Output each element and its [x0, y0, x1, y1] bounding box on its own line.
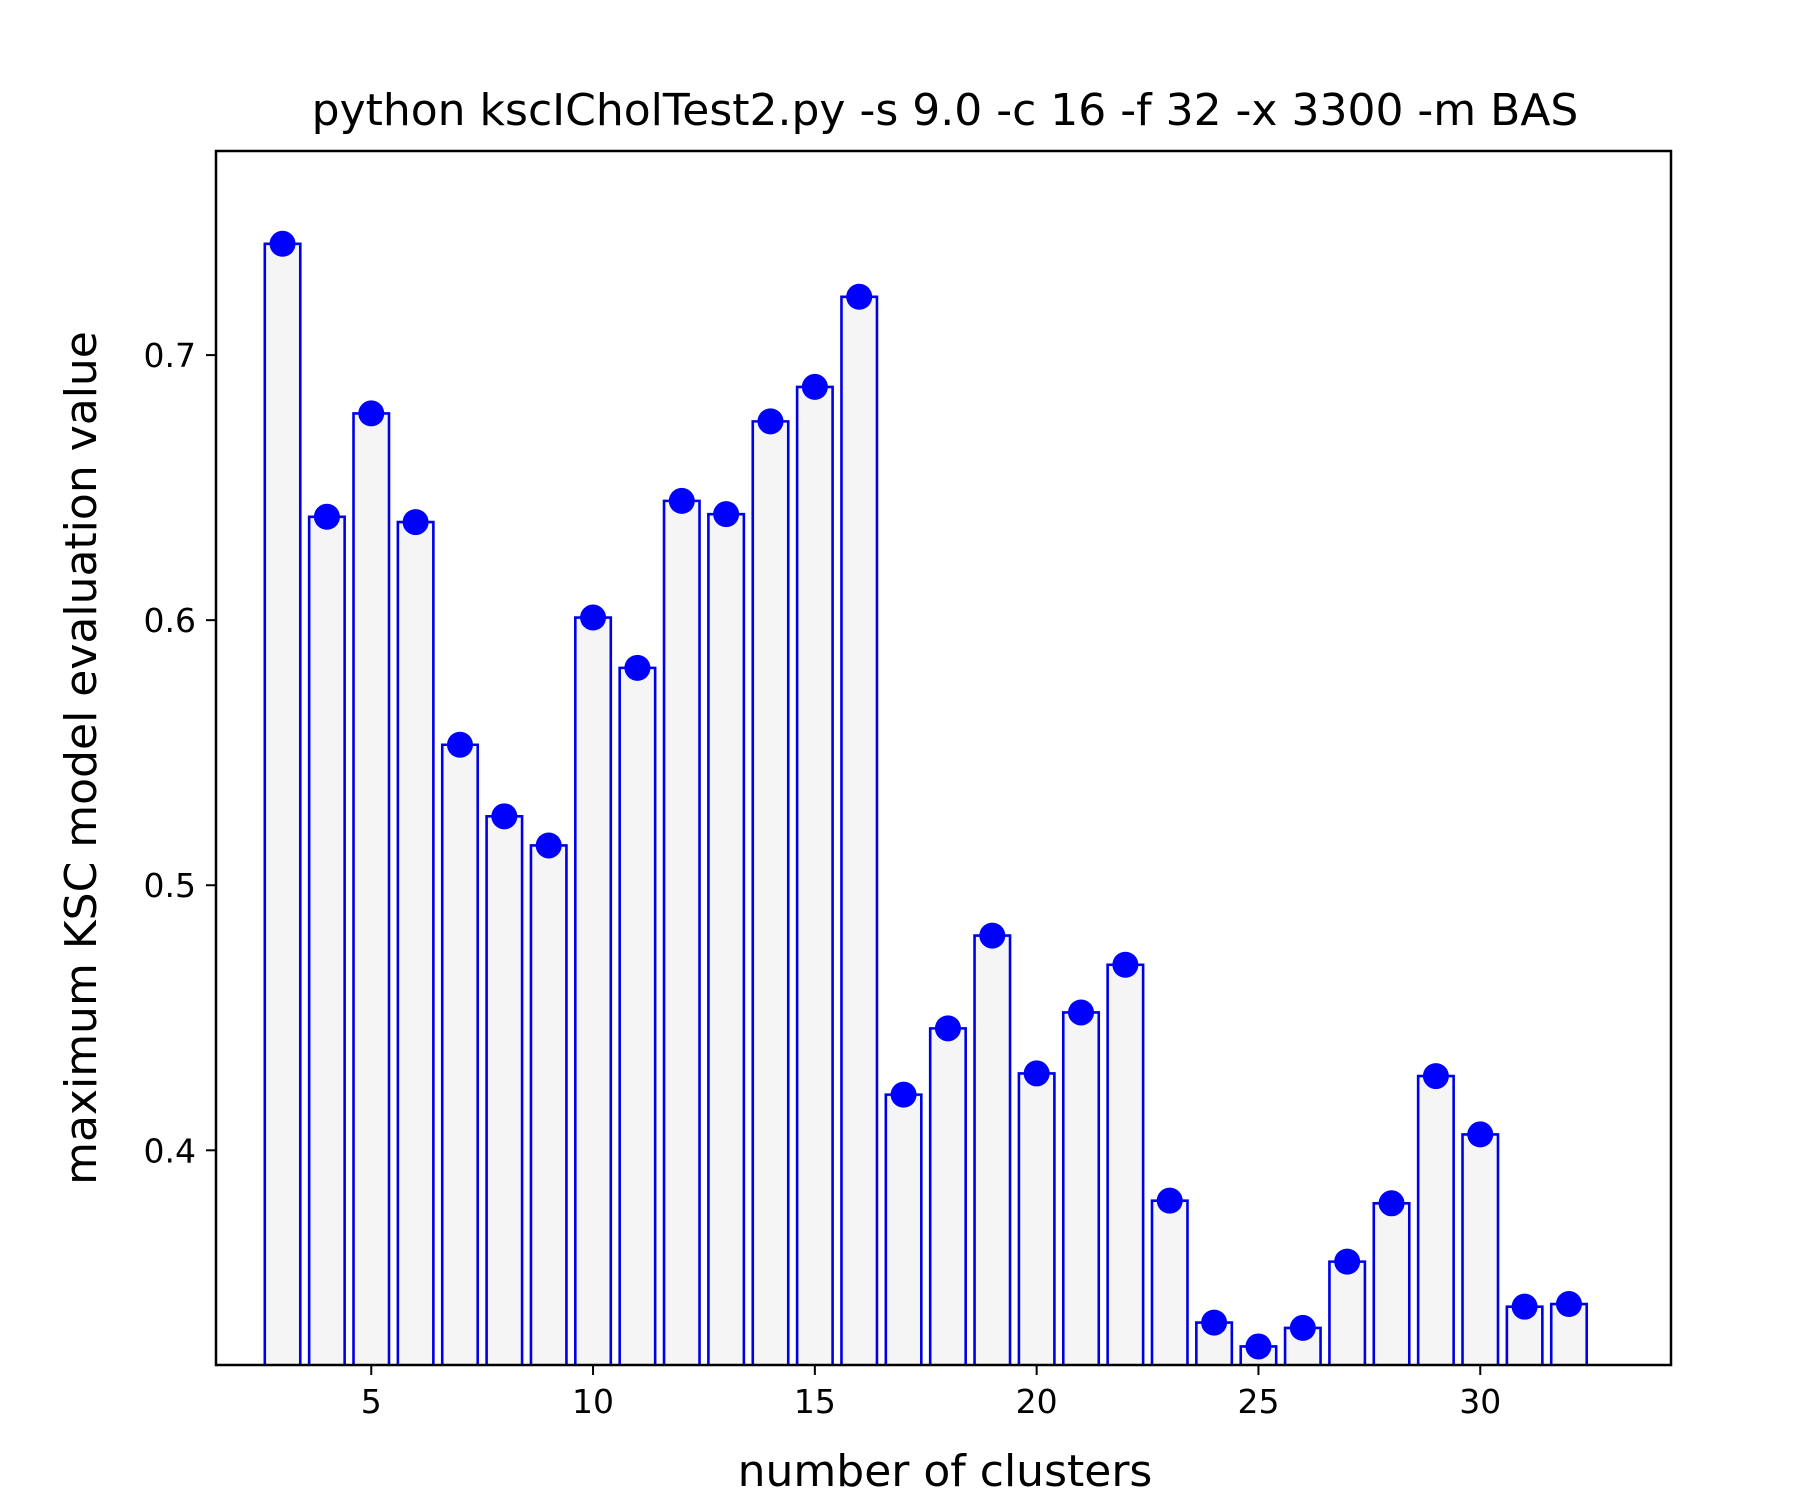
data-point — [713, 501, 740, 528]
bar — [840, 295, 879, 1365]
bar — [1461, 1133, 1500, 1365]
y-tick-label: 0.5 — [144, 866, 196, 905]
data-point — [446, 731, 473, 758]
bar — [1416, 1074, 1455, 1365]
bar — [352, 412, 391, 1365]
data-point — [358, 400, 385, 427]
data-point — [668, 487, 695, 514]
bar — [485, 815, 524, 1365]
plot-frame — [214, 149, 1673, 1367]
y-tick-label: 0.4 — [144, 1131, 196, 1170]
data-point — [624, 654, 651, 681]
data-point — [1555, 1291, 1582, 1318]
data-point — [1068, 999, 1095, 1026]
data-point — [491, 803, 518, 830]
bar — [973, 934, 1012, 1365]
data-point — [1378, 1190, 1405, 1217]
bar — [1150, 1199, 1189, 1365]
bar — [307, 515, 346, 1365]
data-point — [402, 509, 429, 536]
bar — [1106, 963, 1145, 1365]
data-point — [1467, 1121, 1494, 1148]
x-axis: 5 10 15 20 25 30 — [361, 1365, 1501, 1421]
data-point — [1201, 1309, 1228, 1336]
data-point — [580, 604, 607, 631]
y-tick-label: 0.6 — [144, 601, 196, 640]
x-tick-label: 30 — [1459, 1382, 1501, 1421]
data-point — [269, 230, 296, 257]
x-tick-label: 25 — [1237, 1382, 1279, 1421]
bar — [928, 1027, 967, 1365]
bars-layer — [263, 242, 1589, 1365]
x-tick-label: 20 — [1016, 1382, 1058, 1421]
bar — [1017, 1072, 1056, 1365]
data-point — [1112, 951, 1139, 978]
bar — [1328, 1260, 1367, 1365]
y-axis-label: maximum KSC model evaluation value — [56, 331, 107, 1185]
bar — [396, 520, 435, 1365]
data-point — [979, 922, 1006, 949]
bar — [529, 844, 568, 1365]
data-point — [1156, 1187, 1183, 1214]
data-point — [890, 1081, 917, 1108]
y-tick-label: 0.7 — [144, 336, 196, 375]
y-axis: 0.4 0.5 0.6 0.7 — [144, 336, 216, 1170]
bar — [662, 499, 701, 1365]
data-point — [1023, 1060, 1050, 1087]
data-point — [934, 1015, 961, 1042]
data-point — [1511, 1293, 1538, 1320]
bar — [884, 1093, 923, 1365]
data-point — [1245, 1333, 1272, 1360]
bar — [440, 743, 480, 1365]
bar — [1061, 1011, 1101, 1365]
markers-layer — [269, 230, 1582, 1360]
data-point — [1422, 1063, 1449, 1090]
bar — [263, 242, 302, 1365]
bar — [707, 512, 746, 1365]
data-point — [757, 408, 784, 435]
data-point — [1289, 1314, 1316, 1341]
x-tick-label: 15 — [794, 1382, 836, 1421]
data-point — [801, 373, 828, 400]
bar — [751, 420, 790, 1365]
chart-title: python kscICholTest2.py -s 9.0 -c 16 -f … — [312, 85, 1579, 136]
data-point — [313, 503, 340, 530]
data-point — [846, 283, 873, 310]
x-tick-label: 10 — [572, 1382, 614, 1421]
bar — [574, 616, 613, 1365]
data-point — [1334, 1248, 1361, 1275]
data-point — [535, 832, 562, 859]
bar — [795, 385, 834, 1365]
x-tick-label: 5 — [361, 1382, 382, 1421]
bar — [618, 666, 657, 1365]
bar — [1372, 1202, 1411, 1365]
x-axis-label: number of clusters — [738, 1446, 1153, 1497]
